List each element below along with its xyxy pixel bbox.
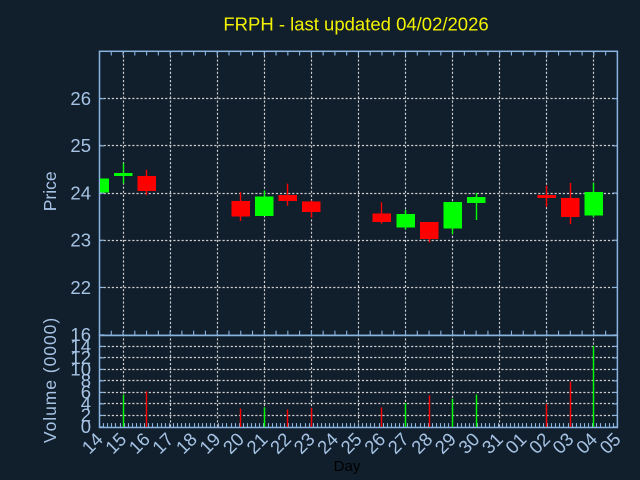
- svg-text:6: 6: [81, 382, 91, 403]
- svg-text:2: 2: [81, 405, 91, 426]
- svg-text:24: 24: [70, 182, 91, 203]
- svg-text:8: 8: [81, 370, 91, 391]
- svg-text:Day: Day: [334, 458, 361, 475]
- svg-text:4: 4: [81, 393, 91, 414]
- svg-text:Price: Price: [40, 171, 60, 211]
- svg-text:26: 26: [70, 88, 91, 109]
- svg-text:25: 25: [70, 135, 91, 156]
- svg-text:FRPH - last updated 04/02/2026: FRPH - last updated 04/02/2026: [223, 14, 488, 35]
- svg-text:16: 16: [70, 324, 91, 345]
- svg-text:Volume (0000): Volume (0000): [40, 317, 60, 443]
- svg-text:22: 22: [70, 277, 91, 298]
- svg-text:12: 12: [70, 347, 91, 368]
- svg-text:23: 23: [70, 230, 91, 251]
- svg-text:10: 10: [70, 359, 91, 380]
- svg-text:14: 14: [70, 336, 91, 357]
- svg-text:0: 0: [81, 416, 91, 437]
